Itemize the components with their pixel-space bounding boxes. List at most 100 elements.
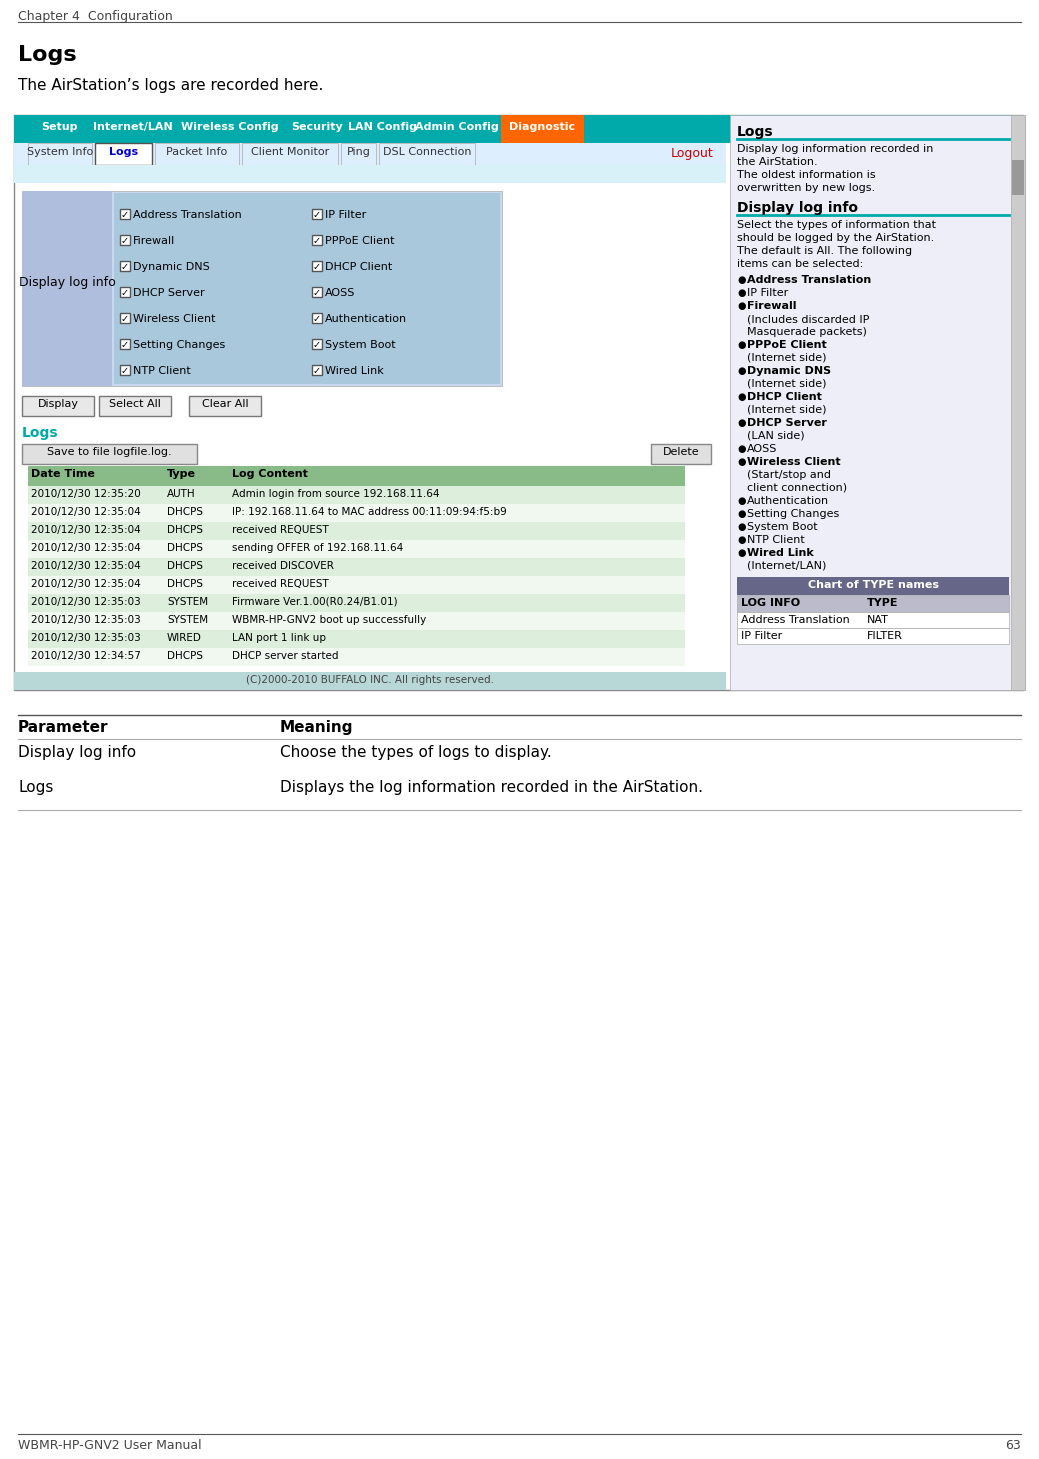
Text: Client Monitor: Client Monitor — [250, 147, 329, 158]
Text: DHCPS: DHCPS — [167, 543, 203, 553]
Bar — [28, 522, 685, 540]
Text: 2010/12/30 12:35:03: 2010/12/30 12:35:03 — [31, 597, 140, 607]
Bar — [14, 115, 1023, 143]
Text: ✓: ✓ — [121, 314, 129, 324]
Text: Chapter 4  Configuration: Chapter 4 Configuration — [18, 10, 172, 23]
Text: The AirStation’s logs are recorded here.: The AirStation’s logs are recorded here. — [18, 77, 323, 93]
Bar — [22, 444, 197, 464]
Bar — [155, 143, 239, 165]
Text: 2010/12/30 12:35:04: 2010/12/30 12:35:04 — [31, 562, 140, 570]
Text: Meaning: Meaning — [279, 719, 353, 735]
Text: LOG INFO: LOG INFO — [741, 598, 800, 608]
Text: items can be selected:: items can be selected: — [737, 260, 863, 268]
Text: Display: Display — [37, 398, 79, 409]
Text: Dynamic DNS: Dynamic DNS — [133, 263, 210, 271]
Bar — [14, 673, 726, 690]
Text: NTP Client: NTP Client — [747, 535, 805, 546]
Bar — [312, 209, 322, 219]
Text: (Internet side): (Internet side) — [747, 353, 826, 363]
Bar — [312, 338, 322, 349]
Text: Wireless Client: Wireless Client — [747, 457, 841, 467]
Bar — [95, 143, 152, 165]
Text: ✓: ✓ — [121, 210, 129, 220]
Text: 2010/12/30 12:35:04: 2010/12/30 12:35:04 — [31, 506, 140, 516]
Text: WIRED: WIRED — [167, 633, 202, 643]
Text: 2010/12/30 12:35:04: 2010/12/30 12:35:04 — [31, 543, 140, 553]
Text: PPPoE Client: PPPoE Client — [325, 236, 395, 247]
Text: Display log info: Display log info — [18, 746, 136, 760]
Text: ✓: ✓ — [313, 236, 321, 247]
Text: Authentication: Authentication — [325, 314, 407, 324]
Text: Wireless Client: Wireless Client — [133, 314, 215, 324]
Text: Security: Security — [291, 123, 343, 131]
Bar — [119, 209, 130, 219]
Bar — [119, 235, 130, 245]
Bar — [22, 191, 112, 387]
Bar — [14, 143, 726, 165]
Text: ●: ● — [737, 301, 746, 311]
Text: Address Translation: Address Translation — [741, 616, 850, 624]
Text: the AirStation.: the AirStation. — [737, 158, 818, 166]
Text: Diagnostic: Diagnostic — [509, 123, 576, 131]
Text: Wired Link: Wired Link — [325, 366, 383, 376]
Text: (C)2000-2010 BUFFALO INC. All rights reserved.: (C)2000-2010 BUFFALO INC. All rights res… — [246, 676, 494, 684]
Text: PPPoE Client: PPPoE Client — [747, 340, 827, 350]
Text: ✓: ✓ — [121, 287, 129, 298]
Bar — [28, 648, 685, 665]
Text: Logs: Logs — [737, 125, 774, 139]
Bar — [22, 395, 94, 416]
Bar — [28, 630, 685, 648]
Text: ●: ● — [737, 340, 746, 350]
Text: Display log info: Display log info — [19, 276, 115, 289]
Text: TYPE: TYPE — [867, 598, 899, 608]
Bar — [341, 143, 376, 165]
Bar — [28, 557, 685, 576]
Bar — [28, 576, 685, 594]
Text: DHCPS: DHCPS — [167, 525, 203, 535]
Text: Masquerade packets): Masquerade packets) — [747, 327, 867, 337]
Text: Address Translation: Address Translation — [133, 210, 242, 220]
Text: AUTH: AUTH — [167, 489, 195, 499]
Text: Logs: Logs — [18, 781, 53, 795]
Text: ✓: ✓ — [313, 314, 321, 324]
Bar — [312, 314, 322, 322]
Text: Dynamic DNS: Dynamic DNS — [747, 366, 831, 376]
Text: Choose the types of logs to display.: Choose the types of logs to display. — [279, 746, 552, 760]
Bar — [119, 261, 130, 271]
Text: Firmware Ver.1.00(R0.24/B1.01): Firmware Ver.1.00(R0.24/B1.01) — [232, 597, 398, 607]
Text: DHCP Server: DHCP Server — [747, 417, 827, 427]
Text: ●: ● — [737, 496, 746, 506]
Text: Save to file logfile.log.: Save to file logfile.log. — [47, 446, 171, 457]
Text: (Internet/LAN): (Internet/LAN) — [747, 562, 826, 570]
Text: Admin login from source 192.168.11.64: Admin login from source 192.168.11.64 — [232, 489, 439, 499]
Text: Firewall: Firewall — [133, 236, 176, 247]
Text: Wireless Config: Wireless Config — [181, 123, 278, 131]
Text: ✓: ✓ — [121, 263, 129, 271]
Text: NTP Client: NTP Client — [133, 366, 191, 376]
Bar — [14, 115, 1023, 690]
Text: ✓: ✓ — [121, 340, 129, 350]
Text: Display log info: Display log info — [737, 201, 858, 214]
Text: received REQUEST: received REQUEST — [232, 525, 328, 535]
Bar — [99, 395, 171, 416]
Text: Date Time: Date Time — [31, 468, 95, 479]
Text: ✓: ✓ — [313, 287, 321, 298]
Bar — [1011, 115, 1025, 690]
Text: IP Filter: IP Filter — [747, 287, 789, 298]
Text: System Boot: System Boot — [747, 522, 818, 533]
Text: ●: ● — [737, 366, 746, 376]
Bar — [22, 191, 502, 387]
Text: Admin Config: Admin Config — [416, 123, 499, 131]
Text: LAN port 1 link up: LAN port 1 link up — [232, 633, 326, 643]
Text: 2010/12/30 12:34:57: 2010/12/30 12:34:57 — [31, 651, 141, 661]
Text: AOSS: AOSS — [747, 444, 777, 454]
Bar — [730, 115, 1025, 690]
Bar — [114, 193, 500, 384]
Text: Setup: Setup — [42, 123, 78, 131]
Bar — [119, 365, 130, 375]
Text: ●: ● — [737, 287, 746, 298]
Text: Chart of TYPE names: Chart of TYPE names — [807, 581, 938, 589]
Bar — [119, 287, 130, 298]
Text: Select All: Select All — [109, 398, 161, 409]
Text: 2010/12/30 12:35:03: 2010/12/30 12:35:03 — [31, 633, 140, 643]
